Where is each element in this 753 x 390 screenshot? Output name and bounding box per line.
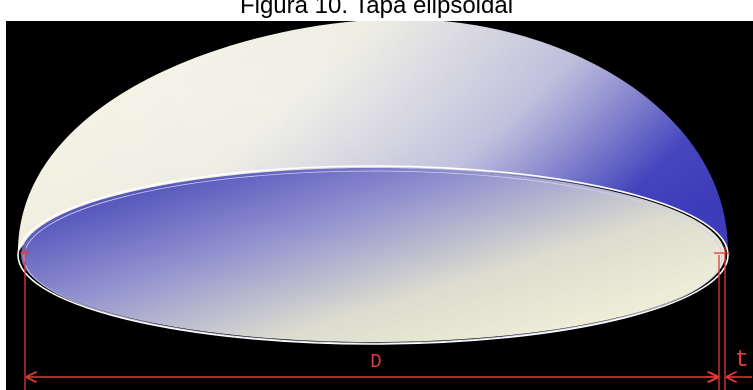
ellipsoidal-head-drawing: D t (17, 21, 752, 390)
dome-rim-outer (17, 165, 729, 345)
dome-rim-inner (23, 170, 723, 344)
diameter-label: D (370, 351, 381, 373)
dome-inner-cavity (21, 168, 725, 342)
figure-caption: Figura 10. Tapa elipsoidal (239, 0, 514, 19)
drawing-canvas: D t (6, 21, 753, 390)
thickness-label: t (735, 347, 749, 374)
